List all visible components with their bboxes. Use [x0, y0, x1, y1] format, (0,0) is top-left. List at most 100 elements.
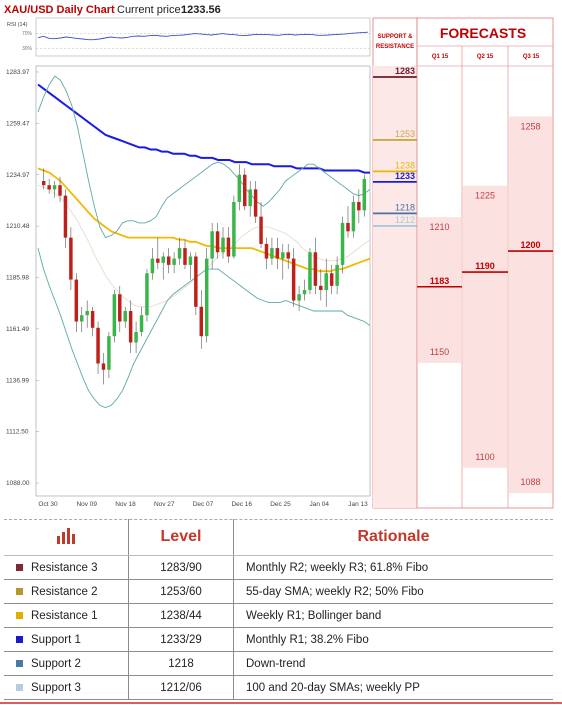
forecast-mid: 1200 [520, 240, 540, 250]
row-name: Support 2 [31, 657, 81, 670]
table-header-row: Level Rationale [4, 519, 553, 556]
candle-body [177, 248, 182, 259]
candle-body [156, 258, 160, 263]
candle [319, 269, 323, 301]
candle [340, 216, 345, 274]
row-rationale: Down-trend [233, 651, 553, 676]
forecast-high: 1225 [475, 191, 495, 201]
candle-body [319, 285, 323, 291]
chart-area: XAU/USD Daily Chart Current price: 1233.… [4, 4, 554, 509]
candle [118, 285, 122, 332]
row-level: 1283/90 [128, 555, 234, 580]
sr-level-label: 1218 [395, 202, 415, 212]
candle-body [80, 315, 84, 322]
candle [166, 248, 171, 274]
candle-body [74, 279, 79, 322]
candle [156, 237, 160, 270]
candle-body [63, 195, 68, 238]
candle-body [52, 185, 57, 190]
y-tick-label: 1088.00 [6, 480, 30, 487]
sr-level: 1253 [373, 129, 417, 141]
level-swatch [16, 587, 23, 595]
candle-body [96, 327, 100, 364]
row-name: Resistance 3 [31, 561, 98, 574]
sr-level-label: 1233 [395, 171, 415, 181]
forecast-high: 1210 [429, 222, 449, 232]
candle-body [264, 243, 269, 259]
x-tick-label: Jan 13 [348, 501, 368, 508]
candle-body [226, 237, 231, 257]
candle [357, 189, 361, 223]
candle [90, 306, 95, 337]
candle-body [128, 311, 133, 343]
bar-chart-icon [57, 527, 75, 544]
candle [253, 180, 258, 223]
candle-body [308, 252, 312, 291]
y-tick-label: 1112.50 [6, 429, 29, 436]
candle-body [58, 185, 62, 196]
candle [210, 222, 214, 270]
table-header-rationale: Rationale [233, 519, 553, 556]
row-rationale: Weekly R1; Bollinger band [233, 603, 553, 628]
candle-body [302, 290, 307, 295]
candle-body [188, 256, 193, 265]
y-tick-label: 1161.49 [6, 326, 29, 333]
x-tick-label: Nov 18 [115, 501, 136, 508]
candle [41, 168, 46, 190]
candle-body [215, 231, 220, 253]
x-tick-label: Dec 16 [231, 501, 252, 508]
row-name-cell: Resistance 1 [4, 603, 129, 628]
row-name: Support 1 [31, 633, 81, 646]
candle [123, 306, 127, 328]
candle-body [145, 273, 149, 316]
candle-body [237, 174, 242, 202]
price-panel [35, 65, 371, 497]
candle [259, 201, 263, 249]
candle [58, 176, 62, 202]
candle [194, 252, 198, 316]
candle-body [340, 222, 345, 265]
candle-body [112, 294, 117, 337]
row-name: Resistance 2 [31, 585, 98, 598]
row-rationale: 100 and 20-day SMAs; weekly PP [233, 675, 553, 700]
candle [85, 300, 89, 328]
table-row: Support 2 1218 Down-trend [4, 651, 553, 676]
levels-table: Level Rationale Resistance 3 1283/90 Month… [4, 519, 553, 700]
rsi-panel [35, 17, 371, 57]
row-name-cell: Resistance 3 [4, 555, 129, 580]
candle-body [329, 273, 334, 286]
forecast-mid: 1190 [475, 261, 495, 271]
candle-body [357, 201, 361, 211]
candle [275, 237, 280, 270]
candle [96, 321, 100, 374]
sr-level: 1283 [373, 66, 417, 78]
candle-body [210, 231, 214, 259]
candle [281, 243, 285, 280]
rsi-line [37, 31, 369, 41]
candle-body [204, 258, 209, 337]
row-level: 1238/44 [128, 603, 234, 628]
candle-body [183, 248, 187, 265]
candle-body [90, 311, 95, 328]
candle-body [123, 311, 127, 322]
candle [221, 227, 225, 259]
y-tick-label: 1259.47 [6, 120, 30, 127]
price-label: Current price: [117, 4, 184, 16]
candle [161, 252, 165, 280]
candle-body [194, 256, 198, 307]
row-level: 1253/60 [128, 579, 234, 604]
sr-level: 1238 [373, 160, 417, 173]
price-value: 1233.56 [181, 4, 221, 16]
forecast-col-q2: Q2 15 [477, 54, 494, 60]
row-name-cell: Support 3 [4, 675, 129, 700]
forecast-range [418, 217, 461, 363]
candle-body [161, 256, 165, 263]
candle [297, 285, 301, 312]
candle-body [107, 336, 111, 370]
candle-body [101, 363, 106, 370]
candle [335, 256, 339, 295]
candle-body [243, 174, 247, 207]
candle [286, 243, 290, 270]
candle [270, 237, 274, 265]
candle [183, 239, 187, 270]
